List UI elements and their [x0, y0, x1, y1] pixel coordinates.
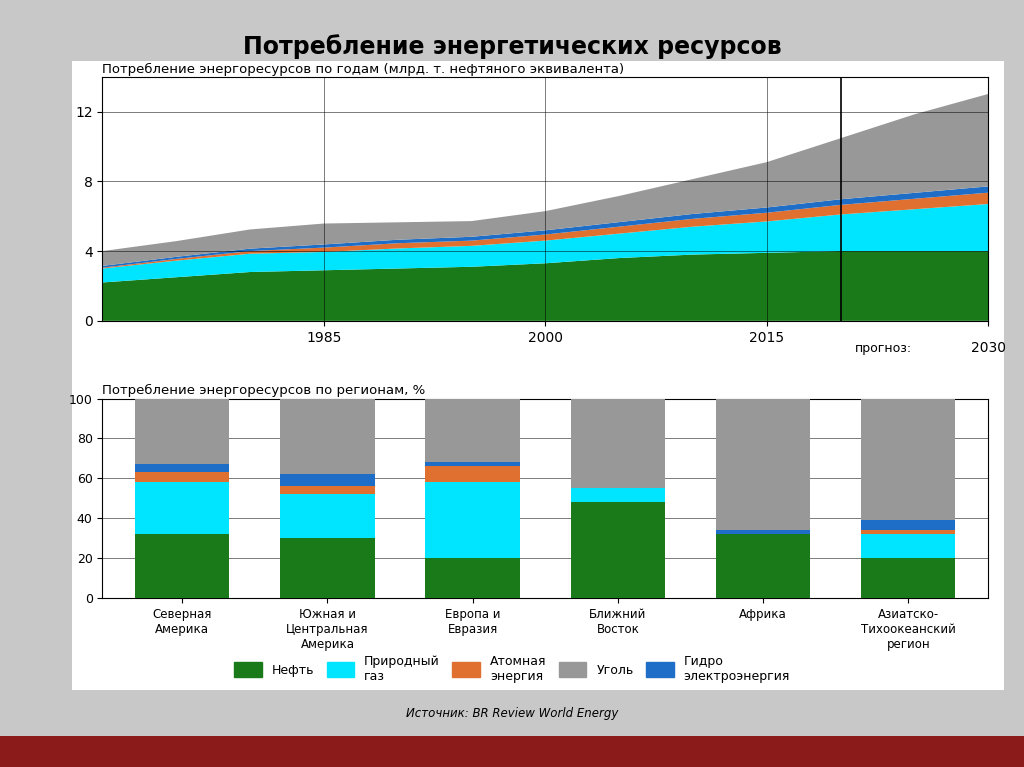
Bar [716, 535, 810, 598]
Legend: Нефть, Природный
газ, Атомная
энергия, Уголь, Гидро
электроэнергия: Нефть, Природный газ, Атомная энергия, У… [229, 650, 795, 688]
Bar [861, 535, 955, 558]
Bar [426, 463, 520, 466]
Bar [281, 399, 375, 475]
Bar [426, 558, 520, 598]
Bar [135, 535, 229, 598]
Bar [135, 465, 229, 472]
Bar [281, 495, 375, 538]
Bar [281, 538, 375, 598]
Bar [281, 475, 375, 486]
Bar [861, 399, 955, 520]
Text: Источник: BR Review World Energy: Источник: BR Review World Energy [406, 707, 618, 720]
Bar [135, 482, 229, 535]
Bar [135, 472, 229, 482]
Bar [861, 558, 955, 598]
Text: Потребление энергоресурсов по годам (млрд. т. нефтяного эквивалента): Потребление энергоресурсов по годам (млр… [102, 62, 625, 75]
Bar [570, 489, 665, 502]
Bar [281, 486, 375, 495]
Bar [861, 530, 955, 535]
Bar [426, 399, 520, 463]
Text: Потребление энергетических ресурсов: Потребление энергетических ресурсов [243, 35, 781, 59]
Text: 2030: 2030 [971, 341, 1006, 355]
Bar [570, 502, 665, 598]
Bar [716, 399, 810, 530]
Bar [570, 399, 665, 489]
Bar [861, 520, 955, 530]
Bar [135, 399, 229, 465]
Bar [426, 466, 520, 482]
Bar [426, 482, 520, 558]
Text: Потребление энергоресурсов по регионам, %: Потребление энергоресурсов по регионам, … [102, 384, 426, 397]
Bar [716, 530, 810, 535]
Bar [0, 736, 1024, 767]
Bar [72, 61, 1004, 690]
Text: прогноз:: прогноз: [855, 342, 912, 355]
